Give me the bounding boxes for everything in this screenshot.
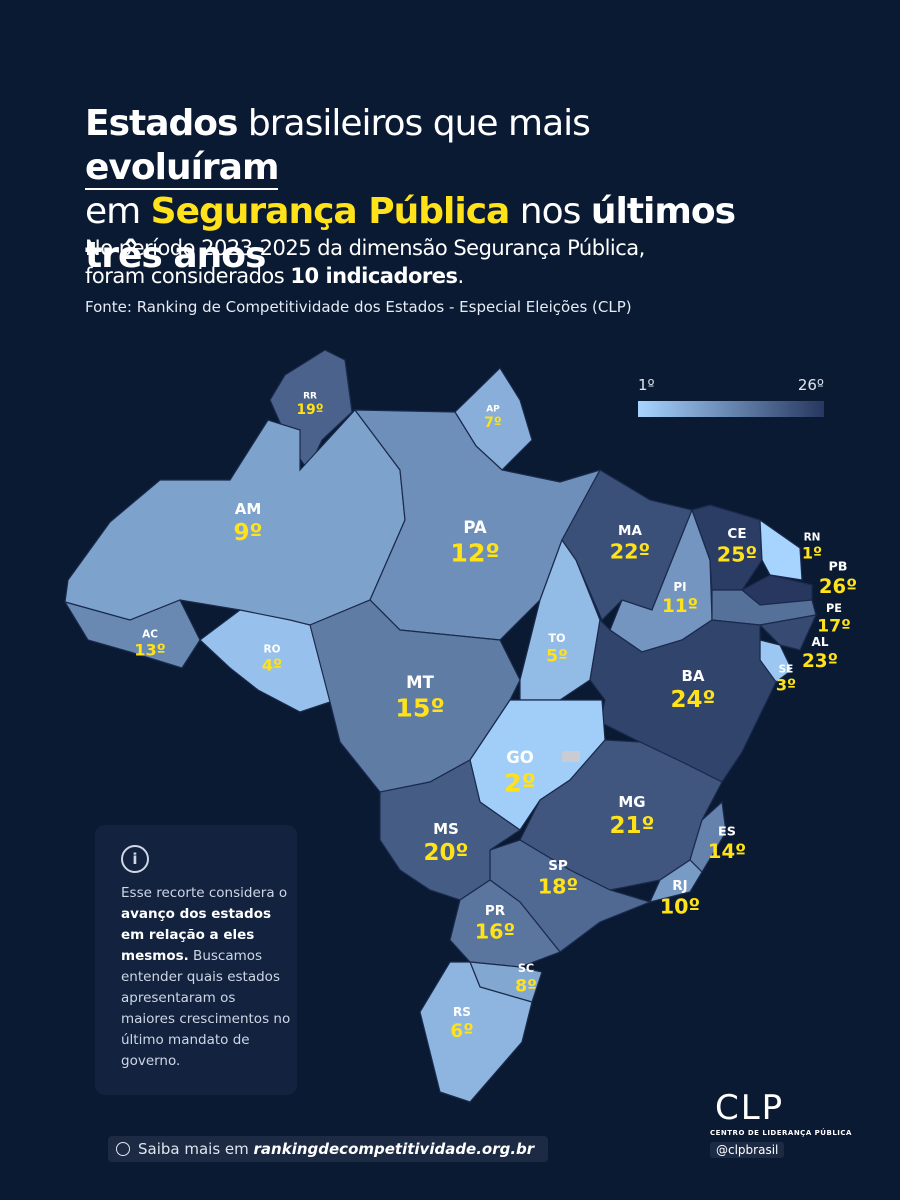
text-part: Esse recorte considera o <box>121 885 288 901</box>
state-rank: 18º <box>538 875 578 899</box>
state-rank: 25º <box>717 543 757 567</box>
text-part: três anos <box>85 235 266 276</box>
state-code: AL <box>812 635 829 649</box>
state-rank: 23º <box>802 651 838 672</box>
state-rank: 10º <box>660 895 700 919</box>
state-code: MG <box>618 793 645 811</box>
state-code: SC <box>518 962 534 975</box>
state-code: SP <box>548 858 568 874</box>
state <box>758 614 818 651</box>
legend-max: 26º <box>798 376 824 394</box>
info-box: i Esse recorte considera o avanço dos es… <box>95 825 297 1095</box>
state-code: AP <box>486 404 500 414</box>
text-part: em <box>85 191 151 232</box>
state <box>419 961 533 1103</box>
logo: CLP <box>715 1088 785 1128</box>
text-part: . <box>457 264 465 288</box>
state-rank: 20º <box>424 840 469 866</box>
state-rank: 16º <box>475 920 515 944</box>
state-code: PR <box>485 903 506 919</box>
state-code: SE <box>779 663 794 675</box>
state-rank: 1º <box>802 544 822 563</box>
state-code: RJ <box>672 878 687 894</box>
text-part: últimos <box>590 191 736 232</box>
state-code: AC <box>142 628 158 640</box>
state-code: MS <box>433 820 459 838</box>
state-rank: 6º <box>450 1021 473 1042</box>
info-text: Esse recorte considera o avanço dos esta… <box>121 883 291 1072</box>
state-code: GO <box>506 748 534 767</box>
state <box>589 618 777 783</box>
state-code: TO <box>548 632 565 645</box>
state-rank: 15º <box>395 694 444 723</box>
state-rank: 5º <box>546 646 568 666</box>
state-rank: 13º <box>134 641 165 660</box>
footer-link[interactable]: Saiba mais em rankingdecompetitividade.o… <box>108 1136 549 1162</box>
source: Fonte: Ranking de Competitividade dos Es… <box>85 298 632 316</box>
state-code: PB <box>828 560 847 575</box>
state-rank: 19º <box>297 402 324 418</box>
states <box>63 349 818 1103</box>
handle: @clpbrasil <box>710 1142 785 1158</box>
state-code: PA <box>463 518 487 537</box>
state <box>759 518 803 581</box>
df <box>562 751 580 762</box>
state-code: PI <box>673 580 686 594</box>
subtitle: No período 2023-2025 da dimensão Seguran… <box>85 234 785 290</box>
state-rank: 7º <box>484 415 501 431</box>
state <box>691 504 763 591</box>
title: Estados brasileiros que mais evoluíram em… <box>85 102 785 278</box>
state-rank: 9º <box>234 520 263 546</box>
state-code: BA <box>681 667 704 685</box>
state-rank: 11º <box>662 596 698 617</box>
state <box>648 859 703 903</box>
legend-gradient <box>638 401 824 417</box>
logo-subtitle: CENTRO DE LIDERANÇA PÚBLICA <box>710 1129 852 1137</box>
text-part: 10 indicadores <box>290 264 458 288</box>
state-code: AM <box>235 500 262 518</box>
state <box>449 879 561 968</box>
state-code: RO <box>263 643 280 655</box>
legend-min: 1º <box>638 376 655 394</box>
state-rank: 2º <box>504 769 536 798</box>
text-part: nos <box>509 191 591 232</box>
state-rank: 4º <box>262 656 282 675</box>
state <box>689 800 727 873</box>
text-part: No período 2023-2025 da dimensão Seguran… <box>85 236 645 260</box>
text-part: Segurança Pública <box>150 191 511 232</box>
state <box>63 599 201 669</box>
state-rank: 26º <box>819 575 857 598</box>
text-part: Buscamos entender quais estados apresent… <box>121 948 291 1069</box>
text-part: foram considerados <box>85 264 291 288</box>
state-rank: 17º <box>817 616 851 636</box>
link-prefix: Saiba mais em <box>138 1140 254 1158</box>
state-rank: 3º <box>776 676 796 695</box>
text-part: brasileiros que mais <box>237 103 591 144</box>
link[interactable]: rankingdecompetitividade.org.br <box>253 1140 535 1158</box>
state-code: RR <box>303 391 317 401</box>
state-code: RS <box>453 1005 471 1019</box>
state-code: MA <box>618 523 642 539</box>
state-code: ES <box>718 825 736 840</box>
state-code: PE <box>826 602 842 615</box>
state-rank: 24º <box>671 687 716 713</box>
state-rank: 12º <box>450 539 499 568</box>
state <box>379 759 522 901</box>
state-code: CE <box>727 526 746 542</box>
globe-icon <box>116 1142 130 1156</box>
info-icon: i <box>121 845 149 873</box>
state-code: MT <box>406 673 434 692</box>
text-part: evoluíram <box>85 147 279 190</box>
state-rank: 14º <box>708 840 746 863</box>
state-code: RN <box>804 531 821 543</box>
state-rank: 8º <box>515 976 537 996</box>
text-part: avanço dos estados em relação a eles mes… <box>121 906 272 964</box>
text-part: Estados <box>85 103 238 144</box>
state-rank: 21º <box>610 813 655 839</box>
state-rank: 22º <box>610 540 650 564</box>
